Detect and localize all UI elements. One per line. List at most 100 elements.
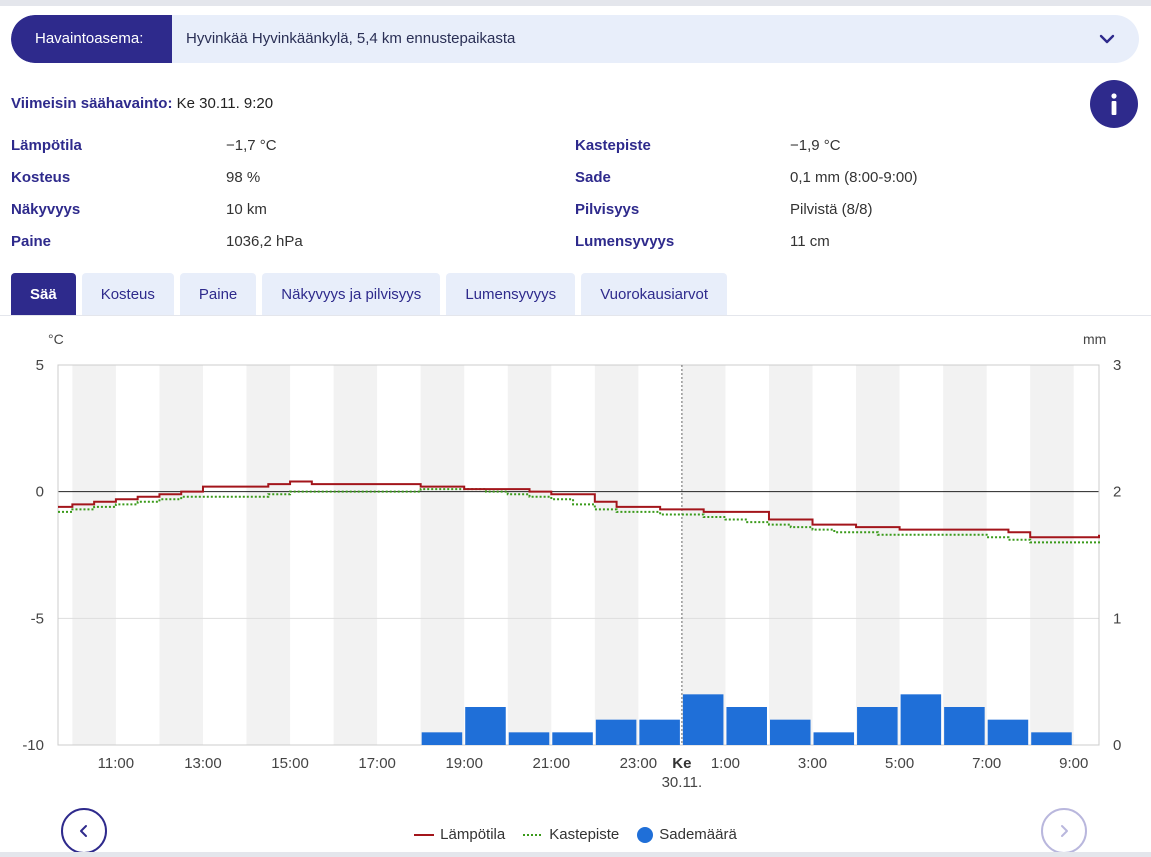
y-right-tick-label: 1: [1113, 610, 1121, 627]
legend-temperature-label: Lämpötila: [440, 826, 506, 843]
obs-label-dewpoint: Kastepiste: [575, 137, 651, 154]
precipitation-bar: [857, 707, 898, 745]
hour-band: [594, 365, 639, 745]
y-right-tick-label: 3: [1113, 357, 1121, 374]
hour-band: [246, 365, 291, 745]
y-right-tick-label: 2: [1113, 484, 1121, 501]
chevron-down-icon[interactable]: [1099, 31, 1115, 47]
station-selector[interactable]: Havaintoasema: Hyvinkää Hyvinkäänkylä, 5…: [11, 15, 1139, 63]
x-tick-label: 11:00: [98, 755, 134, 772]
y-left-unit: °C: [48, 331, 64, 347]
y-left-tick-label: 5: [36, 357, 44, 374]
chart-tabs: Sää Kosteus Paine Näkyvyys ja pilvisyys …: [11, 273, 728, 315]
x-tick-label: 21:00: [533, 755, 571, 772]
day-marker-label: Ke: [672, 755, 691, 772]
precipitation-bar: [813, 732, 855, 745]
legend-dewpoint[interactable]: Kastepiste: [523, 826, 619, 843]
x-tick-label: 5:00: [885, 755, 914, 772]
weather-chart: °C mm 5 0 -5 -10 3 2 1 0 11:00 13:00 15:00 17:00 19:00…: [22, 331, 1121, 791]
y-left-tick-label: 0: [36, 484, 44, 501]
temperature-line-icon: [414, 833, 435, 836]
tab-daily-values[interactable]: Vuorokausiarvot: [581, 273, 728, 315]
x-tick-label: 15:00: [271, 755, 309, 772]
x-tick-label: 9:00: [1059, 755, 1088, 772]
day-marker-date: 30.11.: [662, 774, 703, 791]
hour-band: [943, 365, 987, 745]
hour-band: [420, 365, 465, 745]
y-left-tick-label: -5: [31, 610, 44, 627]
tab-pressure[interactable]: Paine: [179, 273, 257, 315]
obs-value-cloudiness: Pilvistä (8/8): [790, 201, 873, 218]
legend-dewpoint-label: Kastepiste: [549, 826, 620, 843]
precipitation-bar: [508, 732, 550, 745]
precipitation-bar: [726, 707, 767, 745]
tab-divider: [0, 315, 1151, 316]
precipitation-bar: [1031, 732, 1072, 745]
y-left-tick-label: -10: [22, 737, 44, 754]
tab-weather[interactable]: Sää: [11, 273, 76, 315]
x-tick-label: 3:00: [798, 755, 827, 772]
hour-band: [159, 365, 203, 745]
y-right-unit: mm: [1083, 331, 1106, 347]
obs-value-dewpoint: −1,9 °C: [790, 137, 841, 154]
obs-label-humidity: Kosteus: [11, 169, 71, 186]
obs-label-pressure: Paine: [11, 233, 52, 250]
x-tick-label: 23:00: [620, 755, 658, 772]
legend-precipitation[interactable]: Sademäärä: [637, 826, 737, 843]
dewpoint-line: [58, 488, 1100, 544]
tab-humidity[interactable]: Kosteus: [81, 273, 174, 315]
obs-value-pressure: 1036,2 hPa: [226, 233, 303, 250]
obs-value-snow-depth: 11 cm: [790, 233, 830, 250]
previous-button[interactable]: [61, 808, 107, 854]
info-button[interactable]: [1090, 80, 1138, 128]
tab-visibility-cloudiness[interactable]: Näkyvyys ja pilvisyys: [262, 273, 441, 315]
obs-label-temperature: Lämpötila: [11, 137, 82, 154]
x-tick-label: 19:00: [445, 755, 483, 772]
hour-band: [681, 365, 726, 745]
precipitation-bar: [595, 719, 637, 745]
hour-band: [856, 365, 900, 745]
y-right-tick-label: 0: [1113, 737, 1121, 754]
precipitation-bar: [465, 707, 506, 745]
legend-temperature[interactable]: Lämpötila: [414, 826, 505, 843]
station-label: Havaintoasema:: [11, 15, 172, 63]
latest-observation-label: Viimeisin säähavainto:: [11, 95, 173, 112]
precipitation-bar: [639, 719, 680, 745]
chevron-right-icon: [1061, 825, 1068, 837]
obs-value-temperature: −1,7 °C: [226, 137, 277, 154]
precipitation-bar: [900, 694, 942, 745]
obs-label-visibility: Näkyvyys: [11, 201, 81, 218]
hour-band: [1030, 365, 1074, 745]
info-icon: [1111, 93, 1117, 115]
obs-value-visibility: 10 km: [226, 201, 267, 218]
precipitation-bar: [769, 719, 811, 745]
hour-band: [333, 365, 378, 745]
obs-label-cloudiness: Pilvisyys: [575, 201, 640, 218]
obs-value-precipitation: 0,1 mm (8:00-9:00): [790, 169, 918, 186]
precipitation-bar: [421, 732, 463, 745]
obs-value-humidity: 98 %: [226, 169, 261, 186]
obs-label-snow-depth: Lumensyvyys: [575, 233, 675, 250]
tab-snow-depth[interactable]: Lumensyvyys: [446, 273, 576, 315]
x-tick-label: 13:00: [184, 755, 222, 772]
next-button[interactable]: [1041, 808, 1087, 854]
bottom-divider: [0, 852, 1151, 857]
plot-border: [57, 364, 1100, 746]
latest-observation: Viimeisin säähavainto: Ke 30.11. 9:20: [11, 95, 273, 112]
precipitation-bar: [682, 694, 724, 745]
hour-band: [72, 365, 116, 745]
legend-precipitation-label: Sademäärä: [659, 826, 737, 843]
dewpoint-line-icon: [523, 833, 544, 836]
station-value[interactable]: Hyvinkää Hyvinkäänkylä, 5,4 km ennustepa…: [186, 30, 516, 47]
hour-band: [507, 365, 552, 745]
top-divider: [0, 0, 1151, 6]
x-tick-label: 1:00: [711, 755, 740, 772]
latest-observation-time: Ke 30.11. 9:20: [176, 95, 274, 112]
temperature-line: [58, 480, 1100, 539]
x-tick-label: 17:00: [358, 755, 396, 772]
obs-label-precipitation: Sade: [575, 169, 611, 186]
precipitation-bar: [552, 732, 593, 745]
chart-legend: Lämpötila Kastepiste Sademäärä: [0, 826, 1151, 843]
precipitation-bar: [987, 719, 1029, 745]
precipitation-dot-icon: [637, 826, 654, 843]
